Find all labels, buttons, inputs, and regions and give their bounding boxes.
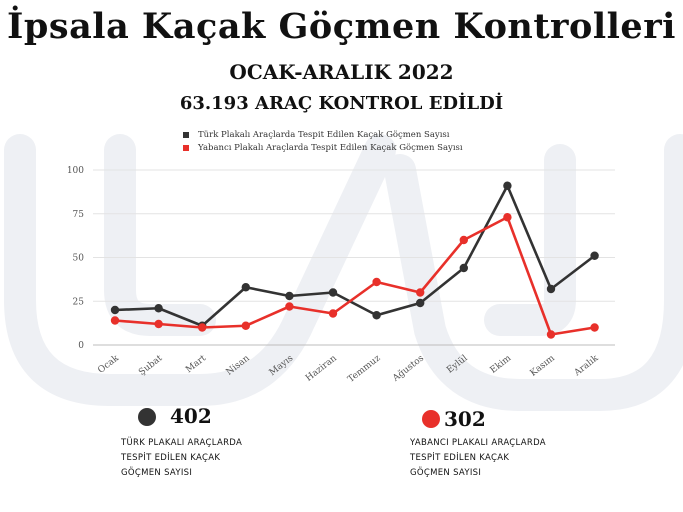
x-tick-label: Temmuz	[346, 353, 382, 385]
stat-value-yabanci: 302	[444, 407, 486, 431]
data-point-turk	[546, 284, 556, 294]
stat-label-yabanci-line-1: YABANCI PLAKALI ARAÇLARDA	[410, 438, 546, 448]
data-point-turk	[285, 291, 294, 301]
data-point-turk	[154, 304, 163, 313]
legend-item-turk: Türk Plakalı Araçlarda Tespit Edilen Kaç…	[183, 128, 463, 141]
data-point-yabanci	[110, 316, 120, 325]
y-tick-label: 0	[78, 341, 84, 351]
data-point-yabanci	[285, 302, 294, 311]
y-tick-label: 75	[73, 210, 85, 220]
x-tick-label: Ocak	[96, 353, 121, 376]
stat-label-turk-line-1: TÜRK PLAKALI ARAÇLARDA	[121, 438, 243, 448]
data-point-turk	[328, 288, 338, 297]
stat-dot-turk	[138, 408, 156, 426]
page-title: İpsala Kaçak Göçmen Kontrolleri	[7, 6, 676, 47]
stat-value-turk: 402	[170, 404, 212, 428]
data-point-yabanci	[154, 319, 163, 329]
data-point-yabanci	[198, 323, 207, 332]
page-subtitle-secondary: 63.193 ARAÇ KONTROL EDİLDİ	[179, 93, 504, 114]
legend-item-yabanci: Yabancı Plakalı Araçlarda Tespit Edilen …	[183, 141, 463, 154]
y-tick-label: 25	[73, 297, 85, 307]
series-line-turk	[114, 184, 596, 328]
x-tick-label: Ekim	[489, 353, 514, 376]
data-point-turk	[503, 181, 512, 190]
legend-swatch-yabanci	[183, 144, 189, 151]
stat-dot-yabanci	[422, 410, 440, 428]
data-point-turk	[241, 283, 250, 292]
stat-label-turk: TÜRK PLAKALI ARAÇLARDA TESPİT EDİLEN KAÇ…	[121, 436, 321, 481]
data-point-turk	[459, 263, 468, 273]
stat-label-turk-line-3: GÖÇMEN SAYISI	[121, 468, 193, 478]
series-line-yabanci	[114, 215, 595, 336]
x-tick-label: Mayıs	[268, 353, 296, 378]
legend-swatch-turk	[183, 131, 189, 138]
x-tick-label: Nisan	[225, 353, 252, 377]
data-point-yabanci	[546, 330, 556, 339]
stat-label-turk-line-2: TESPİT EDİLEN KAÇAK	[121, 453, 221, 463]
x-tick-label: Haziran	[304, 353, 339, 383]
data-point-yabanci	[459, 235, 468, 245]
data-point-turk	[590, 251, 599, 260]
data-point-turk	[372, 311, 381, 320]
stat-label-yabanci: YABANCI PLAKALI ARAÇLARDA TESPİT EDİLEN …	[410, 436, 630, 481]
legend-label-yabanci: Yabancı Plakalı Araçlarda Tespit Edilen …	[198, 142, 463, 153]
x-tick-label: Mart	[184, 353, 208, 375]
data-point-yabanci	[590, 323, 599, 332]
data-point-yabanci	[328, 309, 338, 318]
x-tick-label: Kasım	[529, 353, 558, 378]
y-tick-label: 100	[67, 166, 84, 176]
data-point-yabanci	[372, 277, 381, 287]
data-point-yabanci	[503, 213, 512, 222]
stat-label-yabanci-line-3: GÖÇMEN SAYISI	[410, 468, 482, 478]
x-tick-label: Aralık	[572, 353, 601, 379]
x-tick-label: Eylül	[445, 353, 470, 375]
x-tick-label: Ağustos	[390, 352, 426, 384]
y-tick-label: 50	[73, 254, 85, 264]
stat-label-yabanci-line-2: TESPİT EDİLEN KAÇAK	[410, 453, 510, 463]
data-point-yabanci	[241, 321, 250, 330]
data-point-turk	[416, 298, 425, 308]
chart-legend: Türk Plakalı Araçlarda Tespit Edilen Kaç…	[183, 128, 463, 154]
data-point-yabanci	[416, 288, 425, 297]
data-point-turk	[110, 305, 120, 315]
page-subtitle: OCAK-ARALIK 2022	[229, 60, 454, 84]
x-tick-label: Şubat	[137, 353, 165, 378]
legend-label-turk: Türk Plakalı Araçlarda Tespit Edilen Kaç…	[198, 129, 450, 140]
